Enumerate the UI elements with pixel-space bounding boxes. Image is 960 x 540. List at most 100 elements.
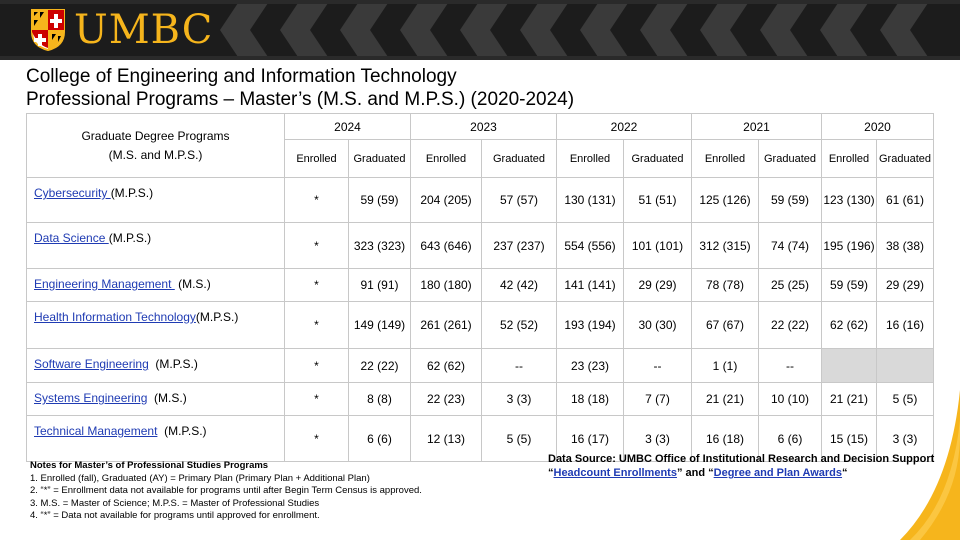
year-header-2022: 2022 bbox=[556, 113, 692, 140]
enrolled-cell: 62 (62) bbox=[410, 348, 482, 383]
headcount-enrollments-link[interactable]: Headcount Enrollments bbox=[553, 467, 677, 479]
graduated-cell: 38 (38) bbox=[876, 222, 934, 269]
gold-corner-swoosh bbox=[900, 390, 960, 540]
program-name-cell: Data Science (M.P.S.) bbox=[26, 222, 285, 269]
note-item: 2. “*” = Enrollment data not available f… bbox=[30, 485, 422, 497]
enrolled-cell: 15 (15) bbox=[821, 415, 877, 462]
graduated-cell: 5 (5) bbox=[876, 382, 934, 416]
graduated-cell: 149 (149) bbox=[348, 301, 411, 349]
graduated-cell: 59 (59) bbox=[758, 177, 822, 223]
graduated-cell: 5 (5) bbox=[481, 415, 557, 462]
quote-middle: ” and “ bbox=[676, 467, 714, 479]
note-item: 3. M.S. = Master of Science; M.P.S. = Ma… bbox=[30, 497, 320, 509]
degree-type-label: (M.P.S.) bbox=[108, 231, 152, 245]
enrolled-cell: * bbox=[284, 348, 349, 383]
program-header-line-2: (M.S. and M.P.S.) bbox=[108, 147, 203, 162]
enrolled-cell: * bbox=[284, 177, 349, 223]
program-link[interactable]: Engineering Management bbox=[34, 277, 175, 291]
enrolled-cell: 78 (78) bbox=[691, 268, 759, 302]
enrolled-cell: 195 (196) bbox=[821, 222, 877, 269]
page-title: College of Engineering and Information T… bbox=[26, 65, 574, 111]
graduated-cell: 51 (51) bbox=[623, 177, 692, 223]
program-header-line-1: Graduate Degree Programs bbox=[81, 128, 230, 143]
graduated-cell: 237 (237) bbox=[481, 222, 557, 269]
degree-plan-awards-link[interactable]: Degree and Plan Awards bbox=[713, 467, 843, 479]
year-header-2024: 2024 bbox=[284, 113, 411, 140]
graduated-cell: -- bbox=[758, 348, 822, 383]
program-link[interactable]: Data Science bbox=[34, 231, 109, 245]
program-name-cell: Engineering Management (M.S.) bbox=[26, 268, 285, 302]
enrolled-cell: 59 (59) bbox=[821, 268, 877, 302]
header-banner: UMBC bbox=[0, 0, 960, 60]
umbc-logo[interactable]: UMBC bbox=[30, 8, 213, 52]
enrolled-header: Enrolled bbox=[410, 139, 482, 178]
degree-type-label: (M.S.) bbox=[174, 277, 211, 291]
enrolled-cell: * bbox=[284, 301, 349, 349]
degree-type-label: (M.P.S.) bbox=[157, 424, 207, 438]
enrolled-header: Enrolled bbox=[691, 139, 759, 178]
table-row: Software Engineering (M.P.S.) * 22 (22) 62 … bbox=[26, 348, 934, 383]
sub-header-row: Enrolled Graduated Enrolled Graduated En… bbox=[27, 139, 934, 178]
program-link[interactable]: Cybersecurity bbox=[34, 186, 111, 200]
enrolled-cell: * bbox=[284, 268, 349, 302]
graduated-cell bbox=[876, 348, 934, 383]
graduated-cell: 3 (3) bbox=[481, 382, 557, 416]
program-link[interactable]: Health Information Technology bbox=[34, 310, 196, 324]
enrolled-cell: 125 (126) bbox=[691, 177, 759, 223]
year-header-2021: 2021 bbox=[691, 113, 822, 140]
degree-type-label: (M.S.) bbox=[147, 391, 187, 405]
graduated-cell: 52 (52) bbox=[481, 301, 557, 349]
enrolled-cell: 12 (13) bbox=[410, 415, 482, 462]
year-header-2023: 2023 bbox=[410, 113, 557, 140]
enrolled-cell: 16 (18) bbox=[691, 415, 759, 462]
graduated-cell: 6 (6) bbox=[348, 415, 411, 462]
graduated-cell: -- bbox=[623, 348, 692, 383]
program-link[interactable]: Technical Management bbox=[34, 424, 158, 438]
graduated-header: Graduated bbox=[758, 139, 822, 178]
graduated-cell: 22 (22) bbox=[348, 348, 411, 383]
table-row: Data Science (M.P.S.) * 323 (323) 643 (646)… bbox=[26, 222, 934, 269]
graduated-cell: 29 (29) bbox=[876, 268, 934, 302]
program-name-cell: Health Information Technology(M.P.S.) bbox=[26, 301, 285, 349]
program-name-cell: Technical Management (M.P.S.) bbox=[26, 415, 285, 462]
enrolled-cell: * bbox=[284, 382, 349, 416]
program-name-cell: Software Engineering (M.P.S.) bbox=[26, 348, 285, 383]
note-item: 1. Enrolled (fall), Graduated (AY) = Pri… bbox=[30, 472, 370, 484]
enrolled-header: Enrolled bbox=[556, 139, 624, 178]
programs-table: Graduate Degree Programs (M.S. and M.P.S… bbox=[26, 113, 934, 462]
enrolled-cell: 62 (62) bbox=[821, 301, 877, 349]
enrolled-cell: 23 (23) bbox=[556, 348, 624, 383]
logo-wordmark: UMBC bbox=[74, 7, 214, 53]
enrolled-cell bbox=[821, 348, 877, 383]
enrolled-cell: 130 (131) bbox=[556, 177, 624, 223]
graduated-header: Graduated bbox=[481, 139, 557, 178]
notes-title: Notes for Master’s of Professional Studi… bbox=[30, 460, 269, 471]
graduated-cell: -- bbox=[481, 348, 557, 383]
graduated-cell: 57 (57) bbox=[481, 177, 557, 223]
enrolled-cell: 554 (556) bbox=[556, 222, 624, 269]
table-row: Engineering Management (M.S.) * 91 (91) 180… bbox=[26, 268, 934, 302]
degree-type-label: (M.P.S.) bbox=[148, 357, 198, 371]
program-link[interactable]: Software Engineering bbox=[34, 357, 149, 371]
enrolled-cell: 193 (194) bbox=[556, 301, 624, 349]
enrolled-header: Enrolled bbox=[284, 139, 349, 178]
graduated-cell: 7 (7) bbox=[623, 382, 692, 416]
enrolled-cell: 21 (21) bbox=[821, 382, 877, 416]
graduated-cell: 22 (22) bbox=[758, 301, 822, 349]
data-source-line: Data Source: UMBC Office of Institutiona… bbox=[548, 453, 935, 465]
maryland-flag-pattern bbox=[0, 0, 960, 60]
year-header-row: Graduate Degree Programs (M.S. and M.P.S… bbox=[26, 113, 934, 178]
maryland-shield-icon bbox=[31, 9, 65, 52]
enrolled-cell: 141 (141) bbox=[556, 268, 624, 302]
graduated-cell: 16 (16) bbox=[876, 301, 934, 349]
note-item: 4. “*” = Data not available for programs… bbox=[30, 510, 320, 522]
enrolled-cell: 312 (315) bbox=[691, 222, 759, 269]
graduated-cell: 30 (30) bbox=[623, 301, 692, 349]
graduated-cell: 8 (8) bbox=[348, 382, 411, 416]
graduated-cell: 61 (61) bbox=[876, 177, 934, 223]
degree-type-label: (M.P.S.) bbox=[195, 310, 239, 324]
enrolled-cell: 21 (21) bbox=[691, 382, 759, 416]
graduated-cell: 323 (323) bbox=[348, 222, 411, 269]
program-link[interactable]: Systems Engineering bbox=[34, 391, 148, 405]
graduated-cell: 101 (101) bbox=[623, 222, 692, 269]
